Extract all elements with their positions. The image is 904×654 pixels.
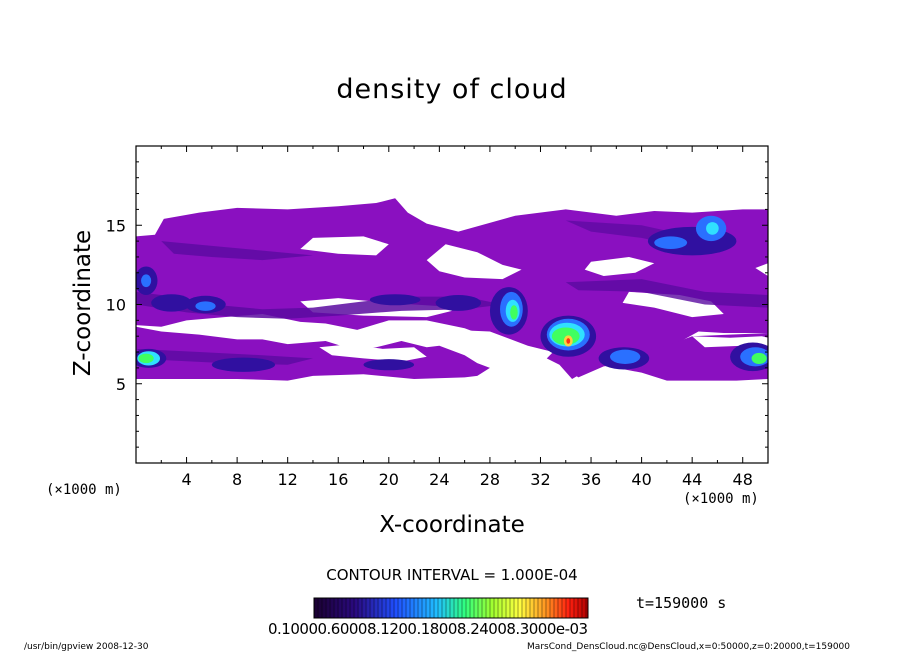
x-tick-label: 48	[733, 470, 753, 489]
x-tick-label: 4	[181, 470, 191, 489]
x-axis-label: X-coordinate	[379, 512, 525, 538]
clear-gap-5	[622, 291, 724, 318]
x-axis: 4 8 12 16 20 24 28 32 36 40 44 48	[160, 146, 753, 489]
band-1	[161, 241, 313, 261]
cell-7-peak	[551, 327, 580, 345]
cell-7-center	[566, 338, 571, 344]
cell-11-mid	[654, 236, 688, 250]
time-label: t=159000 s	[636, 594, 727, 612]
y-axis: 5 10 15	[106, 161, 768, 448]
footer-source: MarsCond_DensCloud.nc@DensCloud,x=0:5000…	[527, 642, 850, 652]
x-tick-label: 36	[581, 470, 601, 489]
y-tick-label: 5	[116, 375, 126, 394]
y-tick-label: 10	[106, 296, 126, 315]
cell-8-mid	[610, 349, 641, 364]
clear-gap-7	[445, 329, 554, 365]
y-tick-label: 15	[106, 216, 126, 235]
colorbar	[313, 597, 589, 619]
cell-12	[211, 357, 276, 372]
clear-gap-2	[426, 244, 522, 280]
x-tick-label: 16	[328, 470, 348, 489]
band-2	[565, 279, 768, 308]
cell-1	[151, 294, 192, 312]
density-field	[136, 198, 768, 381]
cell-13	[363, 359, 415, 371]
clear-gap-3	[300, 236, 389, 256]
x-tick-label: 32	[530, 470, 550, 489]
x-tick-label: 44	[682, 470, 702, 489]
cell-5	[435, 294, 482, 311]
x-tick-label: 28	[480, 470, 500, 489]
x-unit-right: (×1000 m)	[683, 491, 759, 507]
cell-2-core	[195, 301, 216, 311]
y-axis-label: Z-coordinate	[70, 229, 96, 377]
x-tick-label: 20	[379, 470, 399, 489]
cell-4	[369, 294, 421, 306]
cloud-envelope-upper	[136, 198, 768, 378]
cell-10-peak	[751, 352, 767, 364]
x-unit-left: (×1000 m)	[46, 482, 122, 498]
cell-6-peak	[510, 305, 518, 320]
cell-9-peak	[138, 353, 154, 364]
chart-title: density of cloud	[336, 74, 568, 105]
clear-gap-6	[319, 344, 427, 362]
cell-3-core	[141, 274, 152, 288]
contour-interval: CONTOUR INTERVAL = 1.000E-04	[326, 566, 578, 584]
clear-gap-4	[584, 256, 655, 276]
cell-11b-high	[706, 222, 719, 235]
x-tick-label: 24	[429, 470, 449, 489]
colorbar-stripes	[313, 598, 587, 618]
x-tick-label: 40	[631, 470, 651, 489]
x-tick-label: 8	[232, 470, 242, 489]
x-tick-label: 12	[278, 470, 298, 489]
footer-program: /usr/bin/gpview 2008-12-30	[24, 642, 149, 652]
colorbar-tick-labels: 0.10000.60008.1200.18008.24008.3000e-03	[268, 620, 588, 638]
